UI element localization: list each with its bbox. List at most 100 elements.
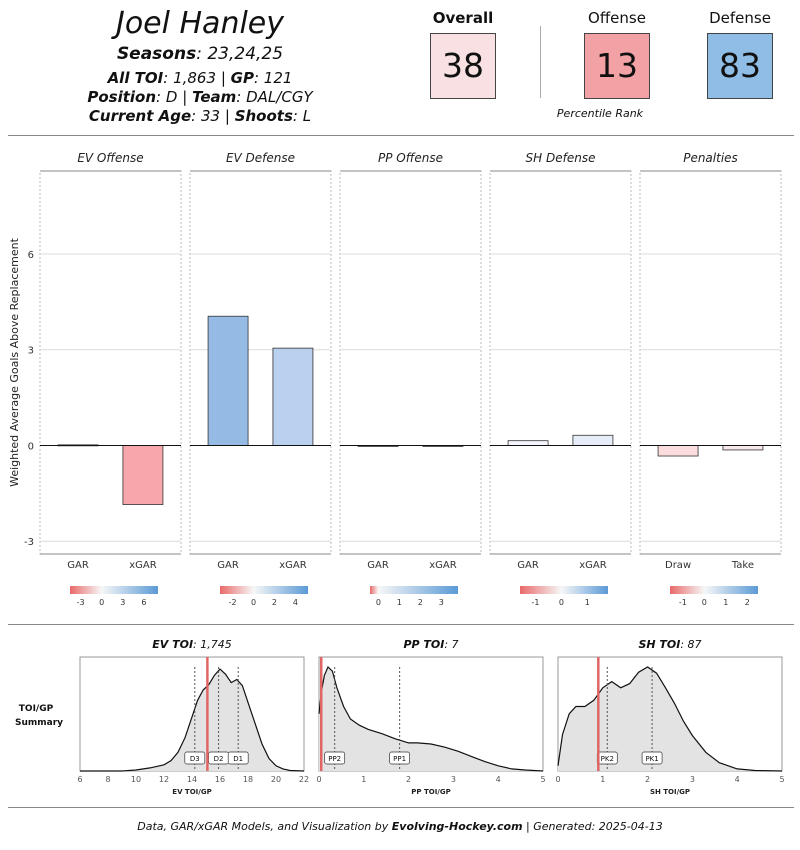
density-title-value: : 7 [444,638,458,651]
x-tick-label: 2 [406,775,411,784]
marker-label-pp1: PP1 [393,755,406,763]
panel-title: EV Offense [77,151,143,165]
panel-pp-offense: PP Offense GAR xGAR 0 1 2 3 [339,151,482,607]
marker-label-d2: D2 [214,755,224,763]
legend-colorbar [370,586,458,594]
gar-bar-chart: Weighted Average Goals Above Replacement… [8,151,782,607]
x-tick-label: GAR [517,560,539,571]
x-tick-label: 2 [645,775,650,784]
density-line [557,666,783,772]
x-tick-label: 5 [779,775,784,784]
density-area [80,669,304,771]
age-label: Current Age [88,107,192,125]
legend-tick-label: 0 [559,598,564,607]
density-title: PP TOI: 7 [403,638,458,651]
x-axis-label: SH TOI/GP [650,788,690,796]
bar-take [722,445,764,451]
density-area [558,667,782,771]
separator: | [224,107,230,125]
footer-divider [8,807,794,808]
legend-tick-label: -1 [532,598,540,607]
x-tick-label: Take [731,560,754,571]
x-tick-label: xGAR [579,560,607,571]
x-tick-label: 20 [271,775,281,784]
x-tick-label: Draw [665,560,691,571]
panel-title: Penalties [683,151,738,165]
panel-frame [639,170,782,555]
age-shoots-line: Current Age: 33 | Shoots: L [88,107,312,125]
density-panel-sh-toi-gp: SH TOI: 87 PK2 PK1 0 1 2 3 4 5 SH TOI/GP [555,638,784,796]
x-tick-label: 18 [243,775,253,784]
offense-label: Offense [588,9,646,27]
offense-percentile-box: 13 [584,33,650,99]
legend-tick-label: 1 [585,598,590,607]
percentile-caption: Percentile Rank [556,107,644,120]
panel-frame [339,170,482,555]
x-tick-label: 1 [600,775,605,784]
shoots-value: L [302,107,312,125]
panel-penalties: Penalties Draw Take -1 0 1 2 [639,151,782,607]
bar-xgar [272,347,314,446]
legend-tick-label: 2 [745,598,750,607]
marker-tag [184,751,206,765]
marker-label-pk1: PK1 [645,755,658,763]
separator: | [182,88,188,106]
bar-draw [657,445,699,457]
y-tick-label: 3 [28,346,34,357]
panel-ev-defense: EV Defense GAR xGAR -2 0 2 4 [189,151,332,607]
x-axis-label: EV TOI/GP [172,788,211,796]
shoots-label: Shoots [234,107,293,125]
marker-tag [641,751,663,765]
x-tick-label: 22 [299,775,309,784]
density-area [319,667,543,771]
marker-label-d1: D1 [233,755,243,763]
defense-percentile-box: 83 [707,33,773,99]
overall-percentile-box: 38 [430,33,496,99]
panel-title: PP Offense [378,151,443,165]
x-tick-label: 16 [215,775,225,784]
seasons-label: Seasons [116,44,197,64]
x-tick-label: 3 [451,775,456,784]
x-tick-label: 3 [690,775,695,784]
marker-tag [389,751,410,765]
panel-frame [489,170,632,555]
legend-tick-label: 3 [120,598,125,607]
x-tick-label: 1 [361,775,366,784]
position-team-line: Position: D | Team: DAL/CGY [87,88,313,106]
panel-sh-defense: SH Defense GAR xGAR -1 0 1 [489,151,632,607]
legend-tick-label: 0 [99,598,104,607]
legend-tick-label: 1 [723,598,728,607]
legend-tick-label: -2 [229,598,237,607]
team-value: DAL/CGY [246,88,313,106]
y-axis-label: Weighted Average Goals Above Replacement [8,237,21,486]
density-title-label: PP TOI [403,638,444,651]
footer-site: Evolving-Hockey.com [391,820,523,833]
density-line [80,668,305,772]
panel-title: EV Defense [226,151,295,165]
bar-xgar [572,434,614,446]
density-title-label: EV TOI [152,638,193,651]
footer-pre: Data, GAR/xGAR Models, and Visualization… [137,820,392,833]
legend-tick-label: 0 [376,598,381,607]
density-panel-ev-toi-gp: EV TOI: 1,745 D3 D2 D1 6 8 10 12 14 16 18 20 22 EV TO… [77,638,309,796]
x-tick-label: 12 [159,775,169,784]
legend-tick-label: 2 [272,598,277,607]
legend-tick-label: 0 [702,598,707,607]
gp-label: GP [230,69,254,87]
legend-colorbar [670,586,758,594]
header-divider [8,135,794,136]
gp-value: 121 [263,69,293,87]
marker-tag [324,751,346,765]
position-label: Position [87,88,157,106]
x-tick-label: 5 [540,775,545,784]
row-label: Summary [15,718,63,728]
legend-tick-label: -3 [77,598,85,607]
toi-label: All TOI [107,69,164,87]
legend-tick-label: 0 [251,598,256,607]
legend-colorbar [520,586,608,594]
position-value: D [165,88,178,106]
legend-tick-label: 3 [439,598,444,607]
seasons-line: Seasons: 23,24,25 [116,44,284,64]
legend-colorbar [70,586,158,594]
